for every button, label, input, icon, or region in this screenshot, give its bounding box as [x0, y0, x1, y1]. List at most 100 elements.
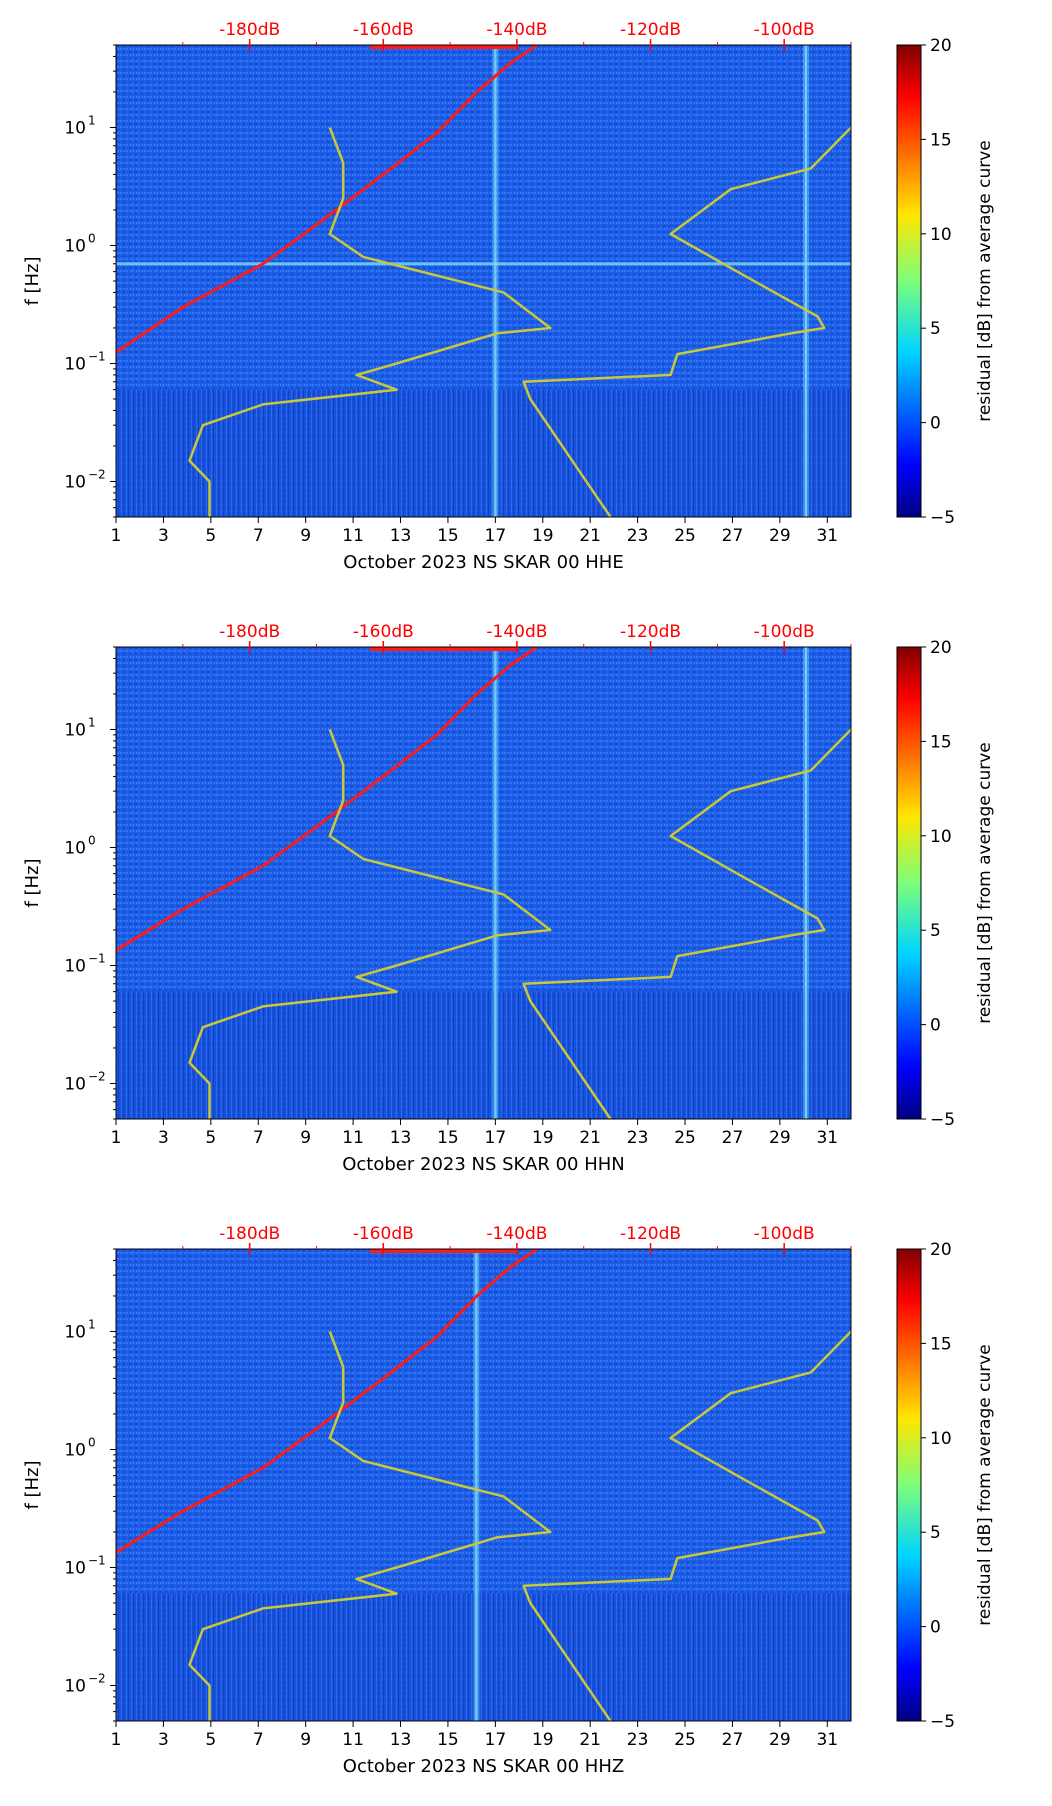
- x-tick-label: 11: [342, 1128, 364, 1148]
- y-tick-exponent: 0: [88, 1435, 96, 1449]
- db-tick-label: -160dB: [353, 622, 414, 642]
- x-tick-label: 23: [627, 1730, 649, 1750]
- spectrogram-panel-hhe: 1 3 5 7 9 11 13 15 17 19 21 23 25 27 29 31 October 2023 …: [0, 0, 1052, 602]
- x-tick-label: 5: [205, 1128, 216, 1148]
- y-tick-exponent: −1: [88, 349, 106, 363]
- x-tick-label: 1: [111, 526, 122, 546]
- x-tick-label: 3: [158, 526, 169, 546]
- x-tick-label: 15: [437, 1730, 459, 1750]
- y-tick-label: 10: [64, 472, 86, 492]
- y-tick-label: 10: [64, 956, 86, 976]
- x-tick-label: 13: [390, 1128, 412, 1148]
- colorbar-tick-label: 10: [930, 1429, 952, 1449]
- x-tick-label: 23: [627, 526, 649, 546]
- y-tick-exponent: −2: [88, 1069, 106, 1083]
- x-tick-label: 19: [532, 1730, 554, 1750]
- db-tick-label: -140dB: [486, 1224, 547, 1244]
- x-tick-label: 17: [485, 1128, 507, 1148]
- y-tick-exponent: −2: [88, 467, 106, 481]
- colorbar-tick-label: 10: [930, 827, 952, 847]
- colorbar-tick-label: 10: [930, 225, 952, 245]
- colorbar-tick-label: 0: [930, 1618, 941, 1638]
- heatmap-area: [116, 1249, 851, 1721]
- colorbar: [896, 646, 922, 1120]
- colorbar-tick-label: 20: [930, 36, 952, 56]
- x-tick-label: 9: [300, 1730, 311, 1750]
- x-tick-label: 7: [253, 1128, 264, 1148]
- noise-model-curve: [188, 127, 552, 517]
- db-tick-label: -140dB: [486, 622, 547, 642]
- spectrogram-panel-hhn: 1 3 5 7 9 11 13 15 17 19 21 23 25 27 29 31 October 2023 …: [0, 602, 1052, 1204]
- x-tick-label: 31: [816, 1730, 838, 1750]
- colorbar-tick-label: 20: [930, 1240, 952, 1260]
- y-tick-label: 10: [64, 118, 86, 138]
- x-tick-label: 27: [722, 1128, 744, 1148]
- y-tick-exponent: −2: [88, 1671, 106, 1685]
- y-tick-exponent: 1: [88, 113, 96, 127]
- x-tick-label: 25: [674, 1730, 696, 1750]
- x-tick-label: 21: [579, 1730, 601, 1750]
- x-tick-label: 31: [816, 1128, 838, 1148]
- colorbar: [896, 44, 922, 518]
- x-tick-label: 15: [437, 1128, 459, 1148]
- y-axis-label: f [Hz]: [22, 858, 43, 907]
- x-tick-label: 31: [816, 526, 838, 546]
- noise-model-curve: [522, 728, 851, 1119]
- colorbar-tick-label: 15: [930, 130, 952, 150]
- x-axis-label: October 2023 NS SKAR 00 HHE: [343, 552, 623, 573]
- db-tick-label: -120dB: [620, 622, 681, 642]
- colorbar-tick-label: 15: [930, 732, 952, 752]
- x-tick-label: 29: [769, 1128, 791, 1148]
- psd-curve-red: [116, 1249, 538, 1555]
- colorbar-tick-label: 0: [930, 1016, 941, 1036]
- x-tick-label: 19: [532, 1128, 554, 1148]
- y-tick-label: 10: [64, 838, 86, 858]
- x-tick-label: 27: [722, 1730, 744, 1750]
- x-tick-label: 11: [342, 1730, 364, 1750]
- db-tick-label: -180dB: [219, 622, 280, 642]
- colorbar-tick-label: −5: [930, 1712, 955, 1732]
- y-tick-exponent: 1: [88, 715, 96, 729]
- x-axis-label: October 2023 NS SKAR 00 HHN: [342, 1154, 625, 1175]
- spectrogram-panel-hhz: 1 3 5 7 9 11 13 15 17 19 21 23 25 27 29 31 October 2023 …: [0, 1204, 1052, 1806]
- x-tick-label: 29: [769, 1730, 791, 1750]
- x-tick-label: 5: [205, 1730, 216, 1750]
- x-tick-label: 21: [579, 526, 601, 546]
- y-tick-label: 10: [64, 236, 86, 256]
- db-tick-label: -100dB: [754, 622, 815, 642]
- db-tick-label: -160dB: [353, 1224, 414, 1244]
- colorbar-tick-label: 5: [930, 921, 941, 941]
- y-tick-label: 10: [64, 720, 86, 740]
- colorbar-tick-label: 5: [930, 319, 941, 339]
- psd-curve-red: [116, 45, 538, 355]
- y-axis-label: f [Hz]: [22, 256, 43, 305]
- colorbar: [896, 1248, 922, 1722]
- x-axis-label: October 2023 NS SKAR 00 HHZ: [343, 1756, 624, 1777]
- x-tick-label: 17: [485, 1730, 507, 1750]
- y-axis-label: f [Hz]: [22, 1460, 43, 1509]
- x-tick-label: 1: [111, 1128, 122, 1148]
- colorbar-tick-label: −5: [930, 1110, 955, 1130]
- db-tick-label: -100dB: [754, 20, 815, 40]
- x-tick-label: 29: [769, 526, 791, 546]
- x-tick-label: 1: [111, 1730, 122, 1750]
- db-tick-label: -120dB: [620, 20, 681, 40]
- x-tick-label: 7: [253, 526, 264, 546]
- y-tick-label: 10: [64, 1676, 86, 1696]
- x-tick-label: 9: [300, 1128, 311, 1148]
- noise-model-curve: [188, 729, 552, 1119]
- y-tick-label: 10: [64, 354, 86, 374]
- colorbar-tick-label: 20: [930, 638, 952, 658]
- y-tick-exponent: −1: [88, 951, 106, 965]
- noise-model-curve: [188, 1331, 552, 1721]
- db-tick-label: -100dB: [754, 1224, 815, 1244]
- x-tick-label: 11: [342, 526, 364, 546]
- heatmap-area: [116, 45, 851, 517]
- db-tick-label: -140dB: [486, 20, 547, 40]
- horizontal-artifact-line: [116, 262, 851, 266]
- x-tick-label: 7: [253, 1730, 264, 1750]
- y-tick-label: 10: [64, 1322, 86, 1342]
